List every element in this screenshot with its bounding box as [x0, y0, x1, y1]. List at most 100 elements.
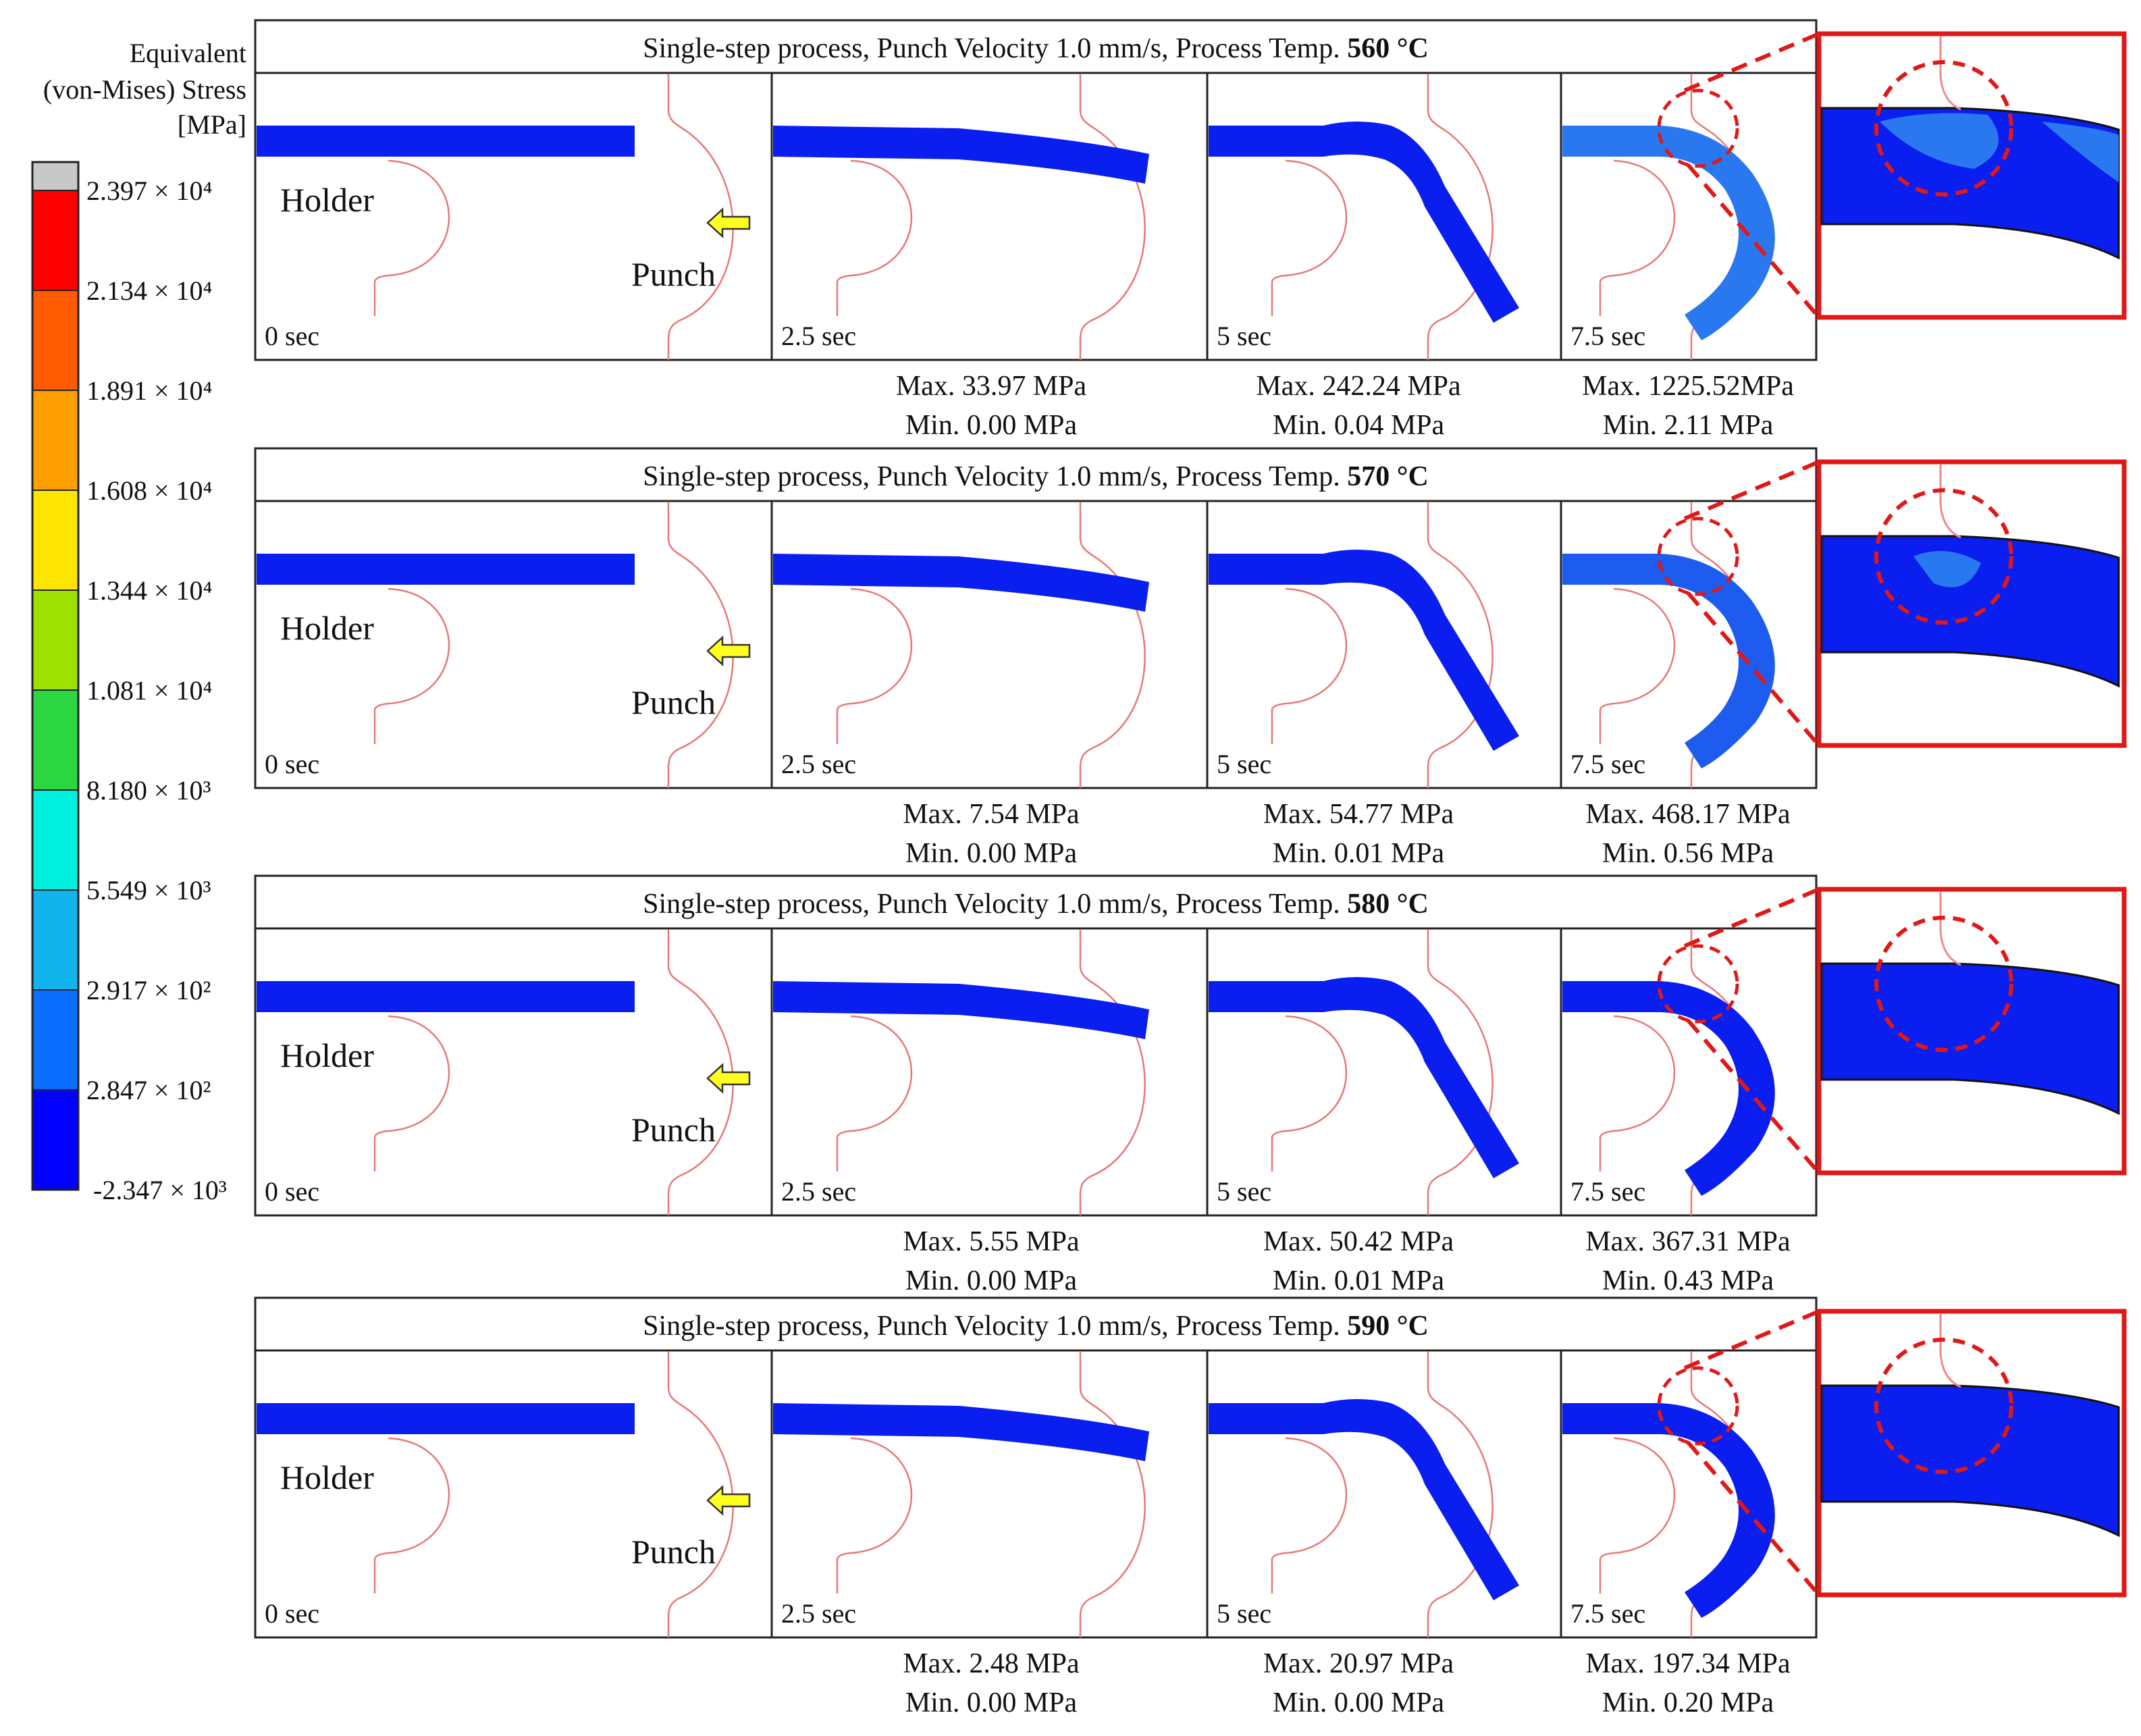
- stress-region: [1880, 113, 1999, 169]
- row-title: Single-step process, Punch Velocity 1.0 …: [643, 461, 1429, 492]
- punch-outline: [667, 1352, 734, 1637]
- time-label: 2.5 sec: [781, 321, 856, 351]
- min-stress: Min. 0.00 MPa: [1273, 1687, 1445, 1718]
- min-stress: Min. 0.00 MPa: [905, 838, 1078, 869]
- min-stress: Min. 0.00 MPa: [905, 1687, 1078, 1718]
- min-stress: Min. 0.01 MPa: [1273, 1265, 1445, 1296]
- time-label: 7.5 sec: [1570, 321, 1645, 351]
- zoomed-sheet: [1820, 962, 2120, 1115]
- legend-swatch: [32, 390, 79, 491]
- zoom-connector-bottom: [1686, 591, 1821, 747]
- legend-swatch: [32, 789, 79, 891]
- row-title-prefix: Single-step process, Punch Velocity 1.0 …: [643, 33, 1347, 64]
- holder-label: Holder: [280, 181, 374, 219]
- legend-title-line-2: (von-Mises) Stress: [43, 74, 246, 105]
- zoomed-punch-outline: [1939, 1314, 1961, 1388]
- legend-swatch: [32, 989, 79, 1090]
- legend-tick-label: 1.344 × 10⁴: [86, 575, 213, 606]
- zoomed-sheet: [1820, 535, 2120, 688]
- simulation-row: Single-step process, Punch Velocity 1.0 …: [254, 447, 2127, 869]
- max-stress: Max. 33.97 MPa: [896, 371, 1087, 402]
- legend-swatch: [32, 161, 79, 191]
- holder-outline: [836, 159, 913, 316]
- min-stress: Min. 0.04 MPa: [1273, 410, 1445, 441]
- time-label: 7.5 sec: [1570, 1598, 1645, 1629]
- time-label: 5 sec: [1217, 1176, 1271, 1207]
- sheet-panel-2: [773, 981, 1149, 1039]
- holder-outline: [373, 1015, 450, 1172]
- focus-circle: [1657, 88, 1739, 168]
- holder-outline: [836, 1015, 913, 1172]
- sheet-panel-1: [257, 126, 635, 157]
- simulation-row: Single-step process, Punch Velocity 1.0 …: [254, 1296, 2127, 1718]
- simulation-row: Single-step process, Punch Velocity 1.0 …: [254, 874, 2127, 1296]
- holder-outline: [836, 587, 913, 744]
- zoom-focus-circle: [1874, 488, 2013, 625]
- holder-label: Holder: [280, 1036, 374, 1074]
- legend-tick-label: 2.134 × 10⁴: [86, 275, 213, 306]
- min-stress: Min. 0.00 MPa: [905, 1265, 1078, 1296]
- holder-outline: [1599, 1437, 1676, 1594]
- holder-outline: [836, 1437, 913, 1594]
- holder-outline: [1599, 159, 1676, 316]
- legend-tick-label: 2.397 × 10⁴: [86, 176, 213, 206]
- holder-outline: [1599, 587, 1676, 744]
- max-stress: Max. 54.77 MPa: [1263, 799, 1454, 830]
- punch-outline: [1427, 74, 1494, 360]
- legend-tick-label: 8.180 × 10³: [86, 775, 211, 806]
- holder-outline: [1271, 1015, 1348, 1172]
- punch-outline: [667, 74, 734, 360]
- legend-tick-label: 2.917 × 10²: [86, 975, 211, 1005]
- zoom-focus-circle: [1874, 1338, 2013, 1474]
- punch-outline: [667, 502, 734, 788]
- simulation-row: Single-step process, Punch Velocity 1.0 …: [254, 19, 2127, 441]
- legend-swatch: [32, 589, 79, 691]
- time-label: 0 sec: [265, 321, 319, 351]
- zoomed-sheet: [1820, 107, 2120, 260]
- min-stress: Min. 0.20 MPa: [1602, 1687, 1774, 1718]
- row-title-temp: 560 °C: [1347, 33, 1429, 64]
- legend-swatch: [32, 1089, 79, 1190]
- punch-outline: [1427, 1352, 1494, 1637]
- sheet-panel-2: [773, 1403, 1149, 1461]
- sheet-panel-1: [257, 1403, 635, 1434]
- stress-region: [2042, 122, 2119, 182]
- punch-outline: [667, 930, 734, 1215]
- sheet-panel-2: [773, 126, 1149, 184]
- holder-outline: [373, 1437, 450, 1594]
- time-label: 5 sec: [1217, 321, 1271, 351]
- time-label: 0 sec: [265, 749, 319, 779]
- sheet-panel-3: [1209, 550, 1519, 751]
- punch-label: Punch: [631, 255, 716, 293]
- row-title-temp: 580 °C: [1347, 889, 1429, 920]
- zoom-connector-bottom: [1686, 1019, 1821, 1174]
- holder-label: Holder: [280, 1458, 374, 1496]
- punch-outline: [1079, 930, 1146, 1215]
- stress-region: [1913, 551, 1981, 587]
- zoomed-sheet: [1820, 1384, 2120, 1537]
- row-title-temp: 590 °C: [1347, 1311, 1429, 1342]
- row-title-box: [254, 447, 1818, 502]
- focus-circle: [1657, 944, 1739, 1024]
- time-label: 2.5 sec: [781, 1598, 856, 1629]
- time-label: 0 sec: [265, 1598, 319, 1629]
- holder-outline: [373, 159, 450, 316]
- row-title: Single-step process, Punch Velocity 1.0 …: [643, 33, 1429, 64]
- sheet-panel-1: [257, 981, 635, 1012]
- zoomed-punch-outline: [1939, 892, 1961, 966]
- punch-outline: [1427, 930, 1494, 1215]
- time-label: 7.5 sec: [1570, 1176, 1645, 1207]
- sheet-panel-2: [773, 554, 1149, 612]
- time-label: 2.5 sec: [781, 749, 856, 779]
- legend-tick-labels: 2.397 × 10⁴ 2.134 × 10⁴ 1.891 × 10⁴ 1.608 ×…: [86, 176, 227, 1205]
- sheet-panel-4: [1562, 554, 1775, 768]
- min-stress: Min. 0.01 MPa: [1273, 838, 1445, 869]
- panel-strip: [254, 72, 1818, 361]
- min-stress: Min. 0.56 MPa: [1602, 838, 1774, 869]
- max-stress: Max. 50.42 MPa: [1263, 1226, 1454, 1257]
- row-title: Single-step process, Punch Velocity 1.0 …: [643, 1311, 1429, 1342]
- max-stress: Max. 2.48 MPa: [903, 1648, 1080, 1679]
- punch-outline: [1079, 74, 1146, 360]
- max-stress: Max. 242.24 MPa: [1256, 371, 1461, 402]
- zoomed-punch-outline: [1939, 36, 1961, 111]
